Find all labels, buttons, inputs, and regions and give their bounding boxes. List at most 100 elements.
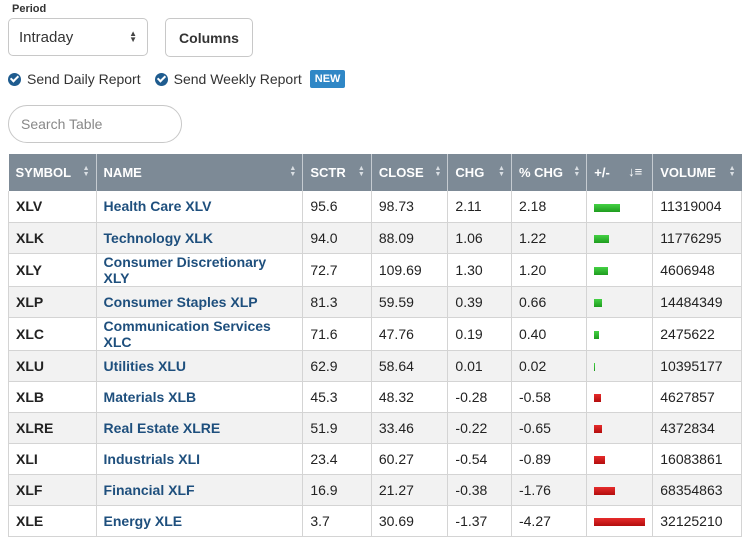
new-badge: NEW: [309, 70, 346, 88]
positive-change-bar: [594, 203, 621, 212]
change-bar-cell: [586, 412, 654, 444]
header-sctr-label: SCTR: [310, 165, 346, 180]
table-row[interactable]: XLB Materials XLB 45.3 48.32 -0.28 -0.58 46278…: [8, 381, 742, 413]
chg-cell: 1.30: [447, 253, 512, 287]
sort-icon: ▲ ▼: [82, 165, 90, 178]
chg-cell: -0.38: [447, 474, 512, 506]
table-row[interactable]: XLY Consumer Discretionary XLY 72.7 109.69 1…: [8, 253, 742, 287]
pct-chg-cell: 0.02: [510, 350, 588, 382]
header-chg[interactable]: CHG ▲ ▼: [447, 154, 512, 191]
header-name[interactable]: NAME ▲ ▼: [96, 154, 304, 191]
sctr-cell: 81.3: [302, 286, 372, 318]
header-pct-chg[interactable]: % CHG ▲ ▼: [511, 154, 588, 191]
name-link[interactable]: Financial XLF: [95, 474, 304, 506]
header-chg-label: CHG: [455, 165, 485, 180]
sort-icon: ▲ ▼: [357, 165, 365, 178]
volume-cell: 32125210: [652, 505, 742, 537]
name-link[interactable]: Health Care XLV: [95, 191, 304, 223]
header-close[interactable]: CLOSE ▲ ▼: [371, 154, 449, 191]
period-label: Period: [12, 3, 47, 15]
volume-cell: 14484349: [652, 286, 742, 318]
table-row[interactable]: XLRE Real Estate XLRE 51.9 33.46 -0.22 -0.65 4…: [8, 412, 742, 444]
sctr-cell: 94.0: [302, 222, 372, 254]
name-link[interactable]: Energy XLE: [95, 505, 304, 537]
table-row[interactable]: XLE Energy XLE 3.7 30.69 -1.37 -4.27 32125210: [8, 505, 742, 537]
positive-change-bar: [594, 298, 603, 307]
name-link[interactable]: Materials XLB: [95, 381, 304, 413]
sctr-cell: 51.9: [302, 412, 372, 444]
close-cell: 59.59: [370, 286, 449, 318]
change-bar-cell: [586, 443, 654, 475]
change-bar-cell: [586, 286, 654, 318]
name-link[interactable]: Technology XLK: [95, 222, 304, 254]
check-circle-icon: [154, 72, 168, 86]
daily-report-label: Send Daily Report: [27, 71, 141, 87]
header-symbol[interactable]: SYMBOL ▲ ▼: [8, 154, 97, 191]
table-row[interactable]: XLK Technology XLK 94.0 88.09 1.06 1.22 117762…: [8, 222, 742, 254]
name-link[interactable]: Consumer Discretionary XLY: [95, 253, 304, 287]
table-header-row: SYMBOL ▲ ▼ NAME ▲ ▼ SCTR ▲ ▼ CLOSE ▲ ▼ CHG ▲ ▼ % C…: [8, 154, 742, 191]
pct-chg-cell: -4.27: [510, 505, 588, 537]
change-bar-cell: [586, 505, 654, 537]
name-link[interactable]: Industrials XLI: [95, 443, 304, 475]
symbol-cell: XLB: [8, 381, 97, 413]
sort-icon: ▲ ▼: [498, 165, 505, 178]
chg-cell: 0.01: [447, 350, 512, 382]
columns-button[interactable]: Columns: [165, 18, 253, 57]
symbol-cell: XLE: [8, 505, 97, 537]
pct-chg-cell: 0.66: [510, 286, 588, 318]
table-row[interactable]: XLV Health Care XLV 95.6 98.73 2.11 2.18 11319…: [8, 191, 742, 223]
header-volume[interactable]: VOLUME ▲ ▼: [652, 154, 742, 191]
positive-change-bar: [594, 362, 596, 371]
change-bar-cell: [586, 222, 654, 254]
pct-chg-cell: -1.76: [510, 474, 588, 506]
name-link[interactable]: Real Estate XLRE: [95, 412, 304, 444]
close-cell: 58.64: [370, 350, 449, 382]
pct-chg-cell: -0.89: [510, 443, 588, 475]
volume-cell: 16083861: [652, 443, 742, 475]
table-row[interactable]: XLU Utilities XLU 62.9 58.64 0.01 0.02 1039517…: [8, 350, 742, 382]
volume-cell: 4606948: [652, 253, 742, 287]
table-row[interactable]: XLI Industrials XLI 23.4 60.27 -0.54 -0.89 160…: [8, 443, 742, 475]
symbol-cell: XLU: [8, 350, 97, 382]
table-row[interactable]: XLF Financial XLF 16.9 21.27 -0.38 -1.76 68354…: [8, 474, 742, 506]
change-bar-cell: [586, 350, 654, 382]
weekly-report-toggle[interactable]: Send Weekly Report: [154, 71, 302, 87]
sctr-cell: 72.7: [302, 253, 372, 287]
volume-cell: 11776295: [652, 222, 742, 254]
chg-cell: -0.54: [447, 443, 512, 475]
chg-cell: -1.37: [447, 505, 512, 537]
positive-change-bar: [594, 330, 600, 339]
close-cell: 30.69: [370, 505, 449, 537]
volume-cell: 2475622: [652, 317, 742, 351]
pct-chg-cell: 1.22: [510, 222, 588, 254]
pct-chg-cell: 1.20: [510, 253, 588, 287]
close-cell: 109.69: [370, 253, 449, 287]
volume-cell: 11319004: [652, 191, 742, 223]
chg-cell: -0.28: [447, 381, 512, 413]
volume-cell: 68354863: [652, 474, 742, 506]
sort-icon: ▲ ▼: [573, 165, 581, 178]
name-link[interactable]: Consumer Staples XLP: [95, 286, 304, 318]
name-link[interactable]: Utilities XLU: [95, 350, 304, 382]
period-select[interactable]: Intraday ▲ ▼: [8, 18, 148, 56]
daily-report-toggle[interactable]: Send Daily Report: [8, 71, 141, 87]
header-name-label: NAME: [103, 165, 142, 180]
sctr-cell: 45.3: [302, 381, 372, 413]
sctr-cell: 62.9: [302, 350, 372, 382]
negative-change-bar: [594, 424, 603, 433]
name-link[interactable]: Communication Services XLC: [95, 317, 304, 351]
search-input[interactable]: [8, 105, 182, 143]
symbol-cell: XLI: [8, 443, 97, 475]
header-plus-minus[interactable]: +/- ↓≡: [586, 154, 654, 191]
table-row[interactable]: XLC Communication Services XLC 71.6 47.76 0.…: [8, 317, 742, 351]
table-row[interactable]: XLP Consumer Staples XLP 81.3 59.59 0.39 0.66…: [8, 286, 742, 318]
negative-change-bar: [594, 455, 606, 464]
sctr-cell: 71.6: [302, 317, 372, 351]
pct-chg-cell: 2.18: [510, 191, 588, 223]
symbol-cell: XLC: [8, 317, 97, 351]
sort-icon: ▲ ▼: [728, 165, 736, 178]
header-sctr[interactable]: SCTR ▲ ▼: [302, 154, 372, 191]
negative-change-bar: [594, 393, 602, 402]
sort-descending-icon: ↓≡: [628, 164, 643, 179]
